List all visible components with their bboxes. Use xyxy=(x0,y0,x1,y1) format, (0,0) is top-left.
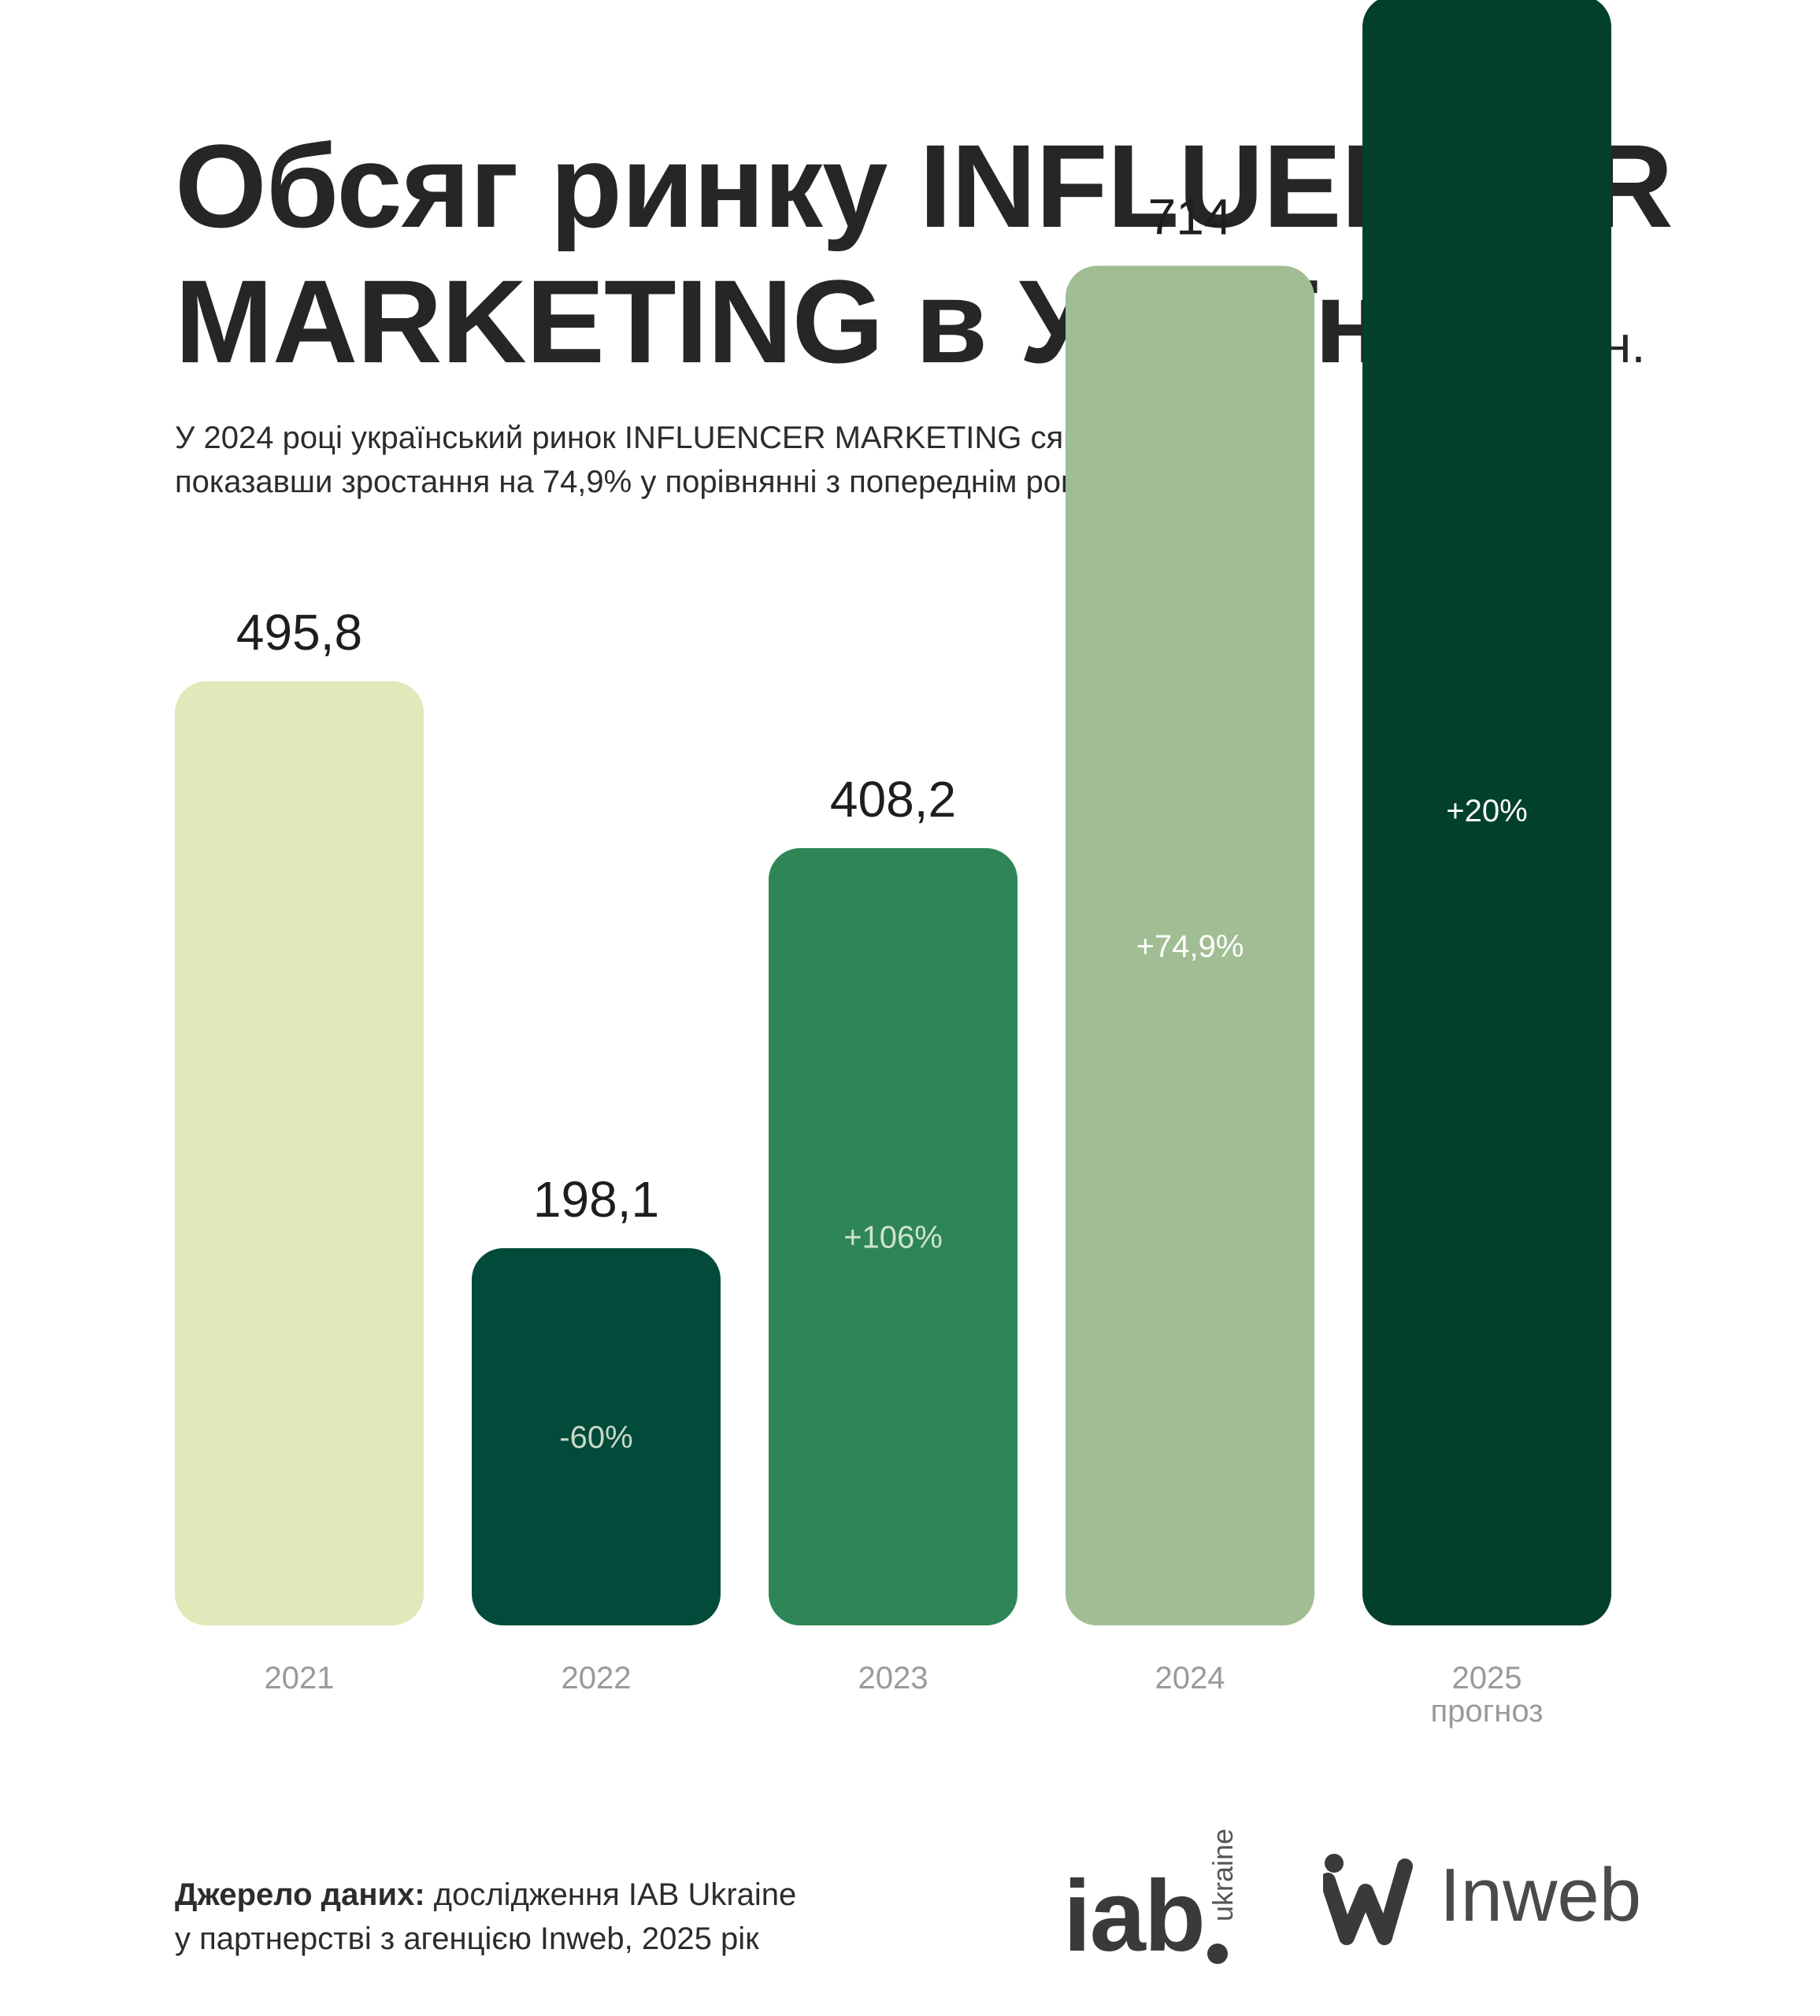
bar-2025 xyxy=(1362,0,1611,1625)
bar-2022 xyxy=(472,1247,721,1625)
iab-ukraine-logo: iab ukraine xyxy=(1063,1811,1252,1973)
change-label-2025: +20% xyxy=(1446,794,1527,828)
change-label-2023: +106% xyxy=(843,1220,943,1254)
inweb-logo: Inweb xyxy=(1323,1835,1654,1961)
source-note: Джерело даних: дослідження IAB Ukraine у… xyxy=(175,1873,1041,1961)
x-tick-label-2025: 2025 xyxy=(1452,1661,1522,1695)
iab-logo-text: iab xyxy=(1063,1860,1206,1973)
subtitle-line-2: показавши зростання на 74,9% у порівнянн… xyxy=(175,465,1123,499)
source-line-1: дослідження IAB Ukraine xyxy=(424,1877,797,1912)
source-line-2: у партнерстві з агенцією Inweb, 2025 рік xyxy=(175,1922,759,1956)
x-tick-label-2023: 2023 xyxy=(858,1661,929,1695)
x-tick-label-2022: 2022 xyxy=(562,1661,632,1695)
change-label-2022: -60% xyxy=(559,1420,632,1455)
value-label-2022: 198,1 xyxy=(533,1171,659,1228)
change-label-2024: +74,9% xyxy=(1136,929,1244,964)
value-label-2024: 714 xyxy=(1148,189,1232,246)
bar-2023 xyxy=(769,847,1017,1625)
value-label-2023: 408,2 xyxy=(830,771,956,828)
inweb-logo-text: Inweb xyxy=(1440,1853,1642,1937)
x-tick-label-2021: 2021 xyxy=(265,1661,335,1695)
bar-2021 xyxy=(175,681,424,1626)
inweb-mark-icon xyxy=(1323,1854,1413,1945)
bar-2024 xyxy=(1066,265,1314,1626)
x-tick-sublabel-2025: прогноз xyxy=(1431,1694,1544,1729)
value-label-2021: 495,8 xyxy=(236,604,362,661)
x-tick-label-2024: 2024 xyxy=(1155,1661,1225,1695)
iab-logo-subtext: ukraine xyxy=(1207,1828,1239,1922)
bar-chart: 495,8 2021 198,1 -60% 2022 408,2 +106% 2023 714 +… xyxy=(175,0,1611,1729)
iab-logo-dot xyxy=(1207,1944,1228,1964)
source-label: Джерело даних: xyxy=(175,1877,425,1912)
